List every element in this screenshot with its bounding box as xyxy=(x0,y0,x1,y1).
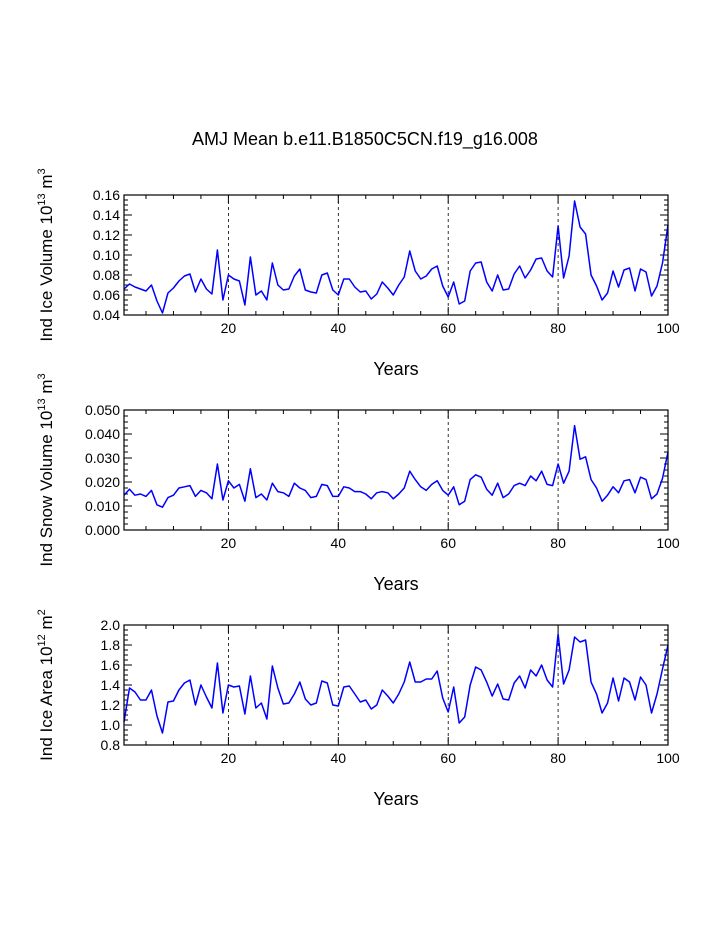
ytick-label-6: 2.0 xyxy=(101,617,121,633)
y-axis-title-ylabel-main: Ind Ice Area 10 xyxy=(37,646,56,760)
x-axis-title: Years xyxy=(373,359,418,379)
xtick-label-1: 40 xyxy=(331,750,347,766)
ytick-label-2: 1.2 xyxy=(101,697,121,713)
y-axis-title-ylabel-main: Ind Snow Volume 10 xyxy=(37,411,56,567)
y-axis-title-ylabel-main: Ind Ice Volume 10 xyxy=(37,206,56,342)
ice-area-panel: 20 40 60 80 100 0.8 1.0 1.2 1.4 1.6 1.8 2.0 Years Ind… xyxy=(36,609,680,809)
xtick-label-4: 100 xyxy=(656,750,680,766)
ice-volume-panel: 20 40 60 80 100 0.04 0.06 0.08 0.10 0.12 0.14 0.16 Y… xyxy=(36,168,680,379)
ice-volume-series-line xyxy=(123,200,669,314)
ytick-label-3: 1.4 xyxy=(101,677,121,693)
plot-frame xyxy=(123,194,669,316)
ytick-label-5: 0.050 xyxy=(85,402,120,418)
plot-frame xyxy=(123,409,669,531)
ytick-label-5: 0.14 xyxy=(93,207,120,223)
xtick-label-0: 20 xyxy=(221,535,237,551)
ytick-label-1: 0.010 xyxy=(85,498,120,514)
ytick-label-5: 1.8 xyxy=(101,637,121,653)
ytick-label-3: 0.10 xyxy=(93,247,120,263)
y-axis-title: Ind Snow Volume 1013 m3 xyxy=(36,373,56,566)
plot-frame xyxy=(123,624,669,746)
ytick-label-3: 0.030 xyxy=(85,450,120,466)
xtick-label-3: 80 xyxy=(550,535,566,551)
x-axis-title: Years xyxy=(373,574,418,594)
ytick-label-0: 0.04 xyxy=(93,307,120,323)
y-axis-title-ylabel-unit-exp: 3 xyxy=(36,168,48,174)
ytick-label-2: 0.020 xyxy=(85,474,120,490)
y-axis-title-ylabel-unit: m xyxy=(37,615,56,634)
xtick-label-4: 100 xyxy=(656,535,680,551)
ytick-label-0: 0.8 xyxy=(101,737,121,753)
ice-area-series-line xyxy=(123,633,669,734)
ytick-label-6: 0.16 xyxy=(93,187,120,203)
xtick-label-3: 80 xyxy=(550,750,566,766)
y-axis-title: Ind Ice Volume 1013 m3 xyxy=(36,168,56,341)
y-axis-title-ylabel-exp: 12 xyxy=(36,634,48,646)
figure-title: AMJ Mean b.e11.B1850C5CN.f19_g16.008 xyxy=(192,129,538,150)
x-axis-title: Years xyxy=(373,789,418,809)
y-axis-title: Ind Ice Area 1012 m2 xyxy=(36,609,56,761)
xtick-label-1: 40 xyxy=(331,320,347,336)
xtick-label-0: 20 xyxy=(221,750,237,766)
ytick-label-0: 0.000 xyxy=(85,522,120,538)
snow-volume-panel: 20 40 60 80 100 0.000 0.010 0.020 0.030 0.040 0.05… xyxy=(36,373,680,594)
ytick-label-1: 0.06 xyxy=(93,287,120,303)
y-axis-title-ylabel-unit-exp: 3 xyxy=(36,373,48,379)
xtick-label-0: 20 xyxy=(221,320,237,336)
ytick-label-1: 1.0 xyxy=(101,717,121,733)
y-axis-title-ylabel-unit: m xyxy=(37,380,56,399)
xtick-label-3: 80 xyxy=(550,320,566,336)
ytick-label-4: 1.6 xyxy=(101,657,121,673)
xtick-label-4: 100 xyxy=(656,320,680,336)
y-axis-title-ylabel-unit: m xyxy=(37,174,56,193)
y-axis-title-ylabel-exp: 13 xyxy=(36,398,48,410)
y-axis-title-ylabel-unit-exp: 2 xyxy=(36,609,48,615)
ytick-label-4: 0.040 xyxy=(85,426,120,442)
xtick-label-2: 60 xyxy=(440,320,456,336)
y-axis-title-ylabel-exp: 13 xyxy=(36,193,48,205)
xtick-label-2: 60 xyxy=(440,535,456,551)
ytick-label-4: 0.12 xyxy=(93,227,120,243)
ytick-label-2: 0.08 xyxy=(93,267,120,283)
xtick-label-1: 40 xyxy=(331,535,347,551)
snow-volume-series-line xyxy=(123,424,669,508)
xtick-label-2: 60 xyxy=(440,750,456,766)
